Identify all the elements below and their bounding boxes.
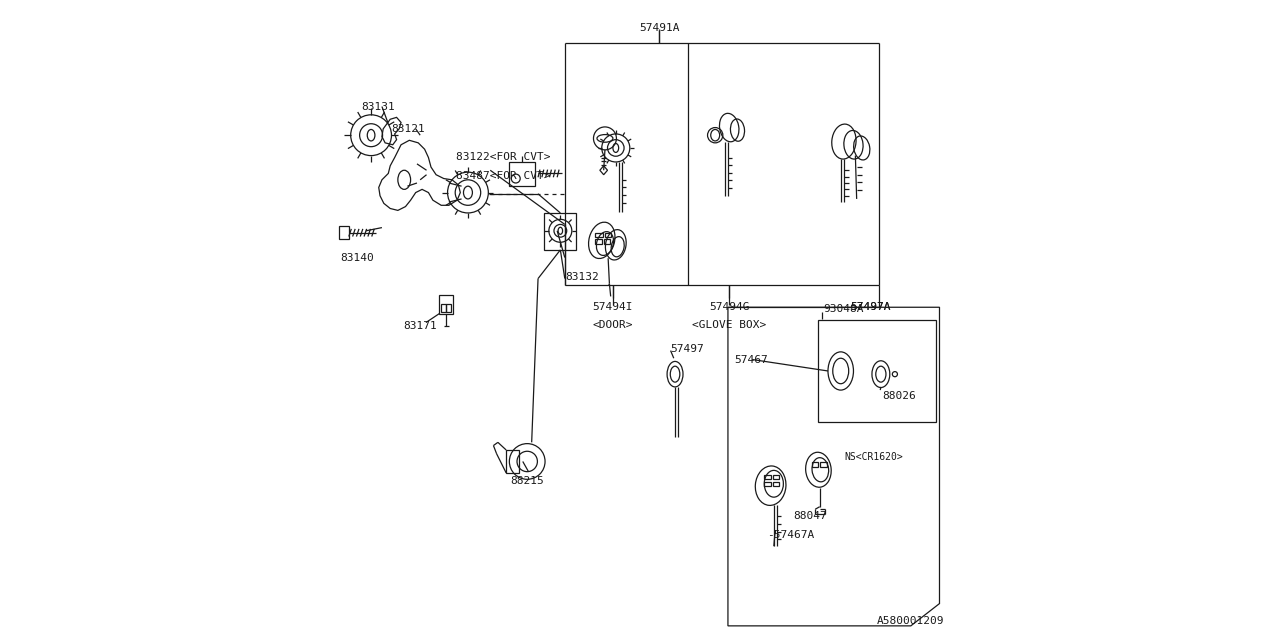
Bar xyxy=(605,233,612,237)
Text: A580001209: A580001209 xyxy=(877,616,945,626)
Bar xyxy=(764,482,771,486)
Bar xyxy=(439,294,453,314)
Text: 83171: 83171 xyxy=(403,321,436,332)
Bar xyxy=(595,239,602,244)
Text: 83487<FOR CVT>: 83487<FOR CVT> xyxy=(457,171,550,181)
Text: 57491A: 57491A xyxy=(639,23,680,33)
Text: 57497A: 57497A xyxy=(850,302,891,312)
Bar xyxy=(764,475,771,479)
Text: 83132: 83132 xyxy=(564,271,599,282)
Bar xyxy=(773,482,780,486)
Text: 57467: 57467 xyxy=(735,355,768,365)
Bar xyxy=(447,304,452,312)
Text: NS<CR1620>: NS<CR1620> xyxy=(844,452,902,462)
Bar xyxy=(506,450,518,473)
Text: 83122<FOR CVT>: 83122<FOR CVT> xyxy=(457,152,550,162)
Bar xyxy=(818,320,936,422)
Text: 93048A: 93048A xyxy=(823,303,864,314)
Bar xyxy=(509,162,535,186)
Text: 83131: 83131 xyxy=(361,102,396,111)
Text: 88215: 88215 xyxy=(509,476,544,486)
Bar xyxy=(812,462,818,467)
Text: 57494G: 57494G xyxy=(709,302,750,312)
Text: 57494I: 57494I xyxy=(593,302,632,312)
Bar xyxy=(339,227,348,239)
Text: 57497A: 57497A xyxy=(850,302,891,312)
Text: <DOOR>: <DOOR> xyxy=(593,320,632,330)
Text: 83121: 83121 xyxy=(392,124,425,134)
Text: 83140: 83140 xyxy=(340,253,374,262)
Bar xyxy=(544,213,576,250)
Bar xyxy=(773,475,780,479)
Bar xyxy=(604,239,611,244)
Text: 57497: 57497 xyxy=(671,344,704,354)
Text: 88026: 88026 xyxy=(882,392,916,401)
Text: <GLOVE BOX>: <GLOVE BOX> xyxy=(692,320,767,330)
Bar xyxy=(820,462,827,467)
Text: -57467A: -57467A xyxy=(768,531,814,540)
Bar xyxy=(442,304,447,312)
Bar xyxy=(595,233,603,237)
Text: 88047: 88047 xyxy=(792,511,827,521)
